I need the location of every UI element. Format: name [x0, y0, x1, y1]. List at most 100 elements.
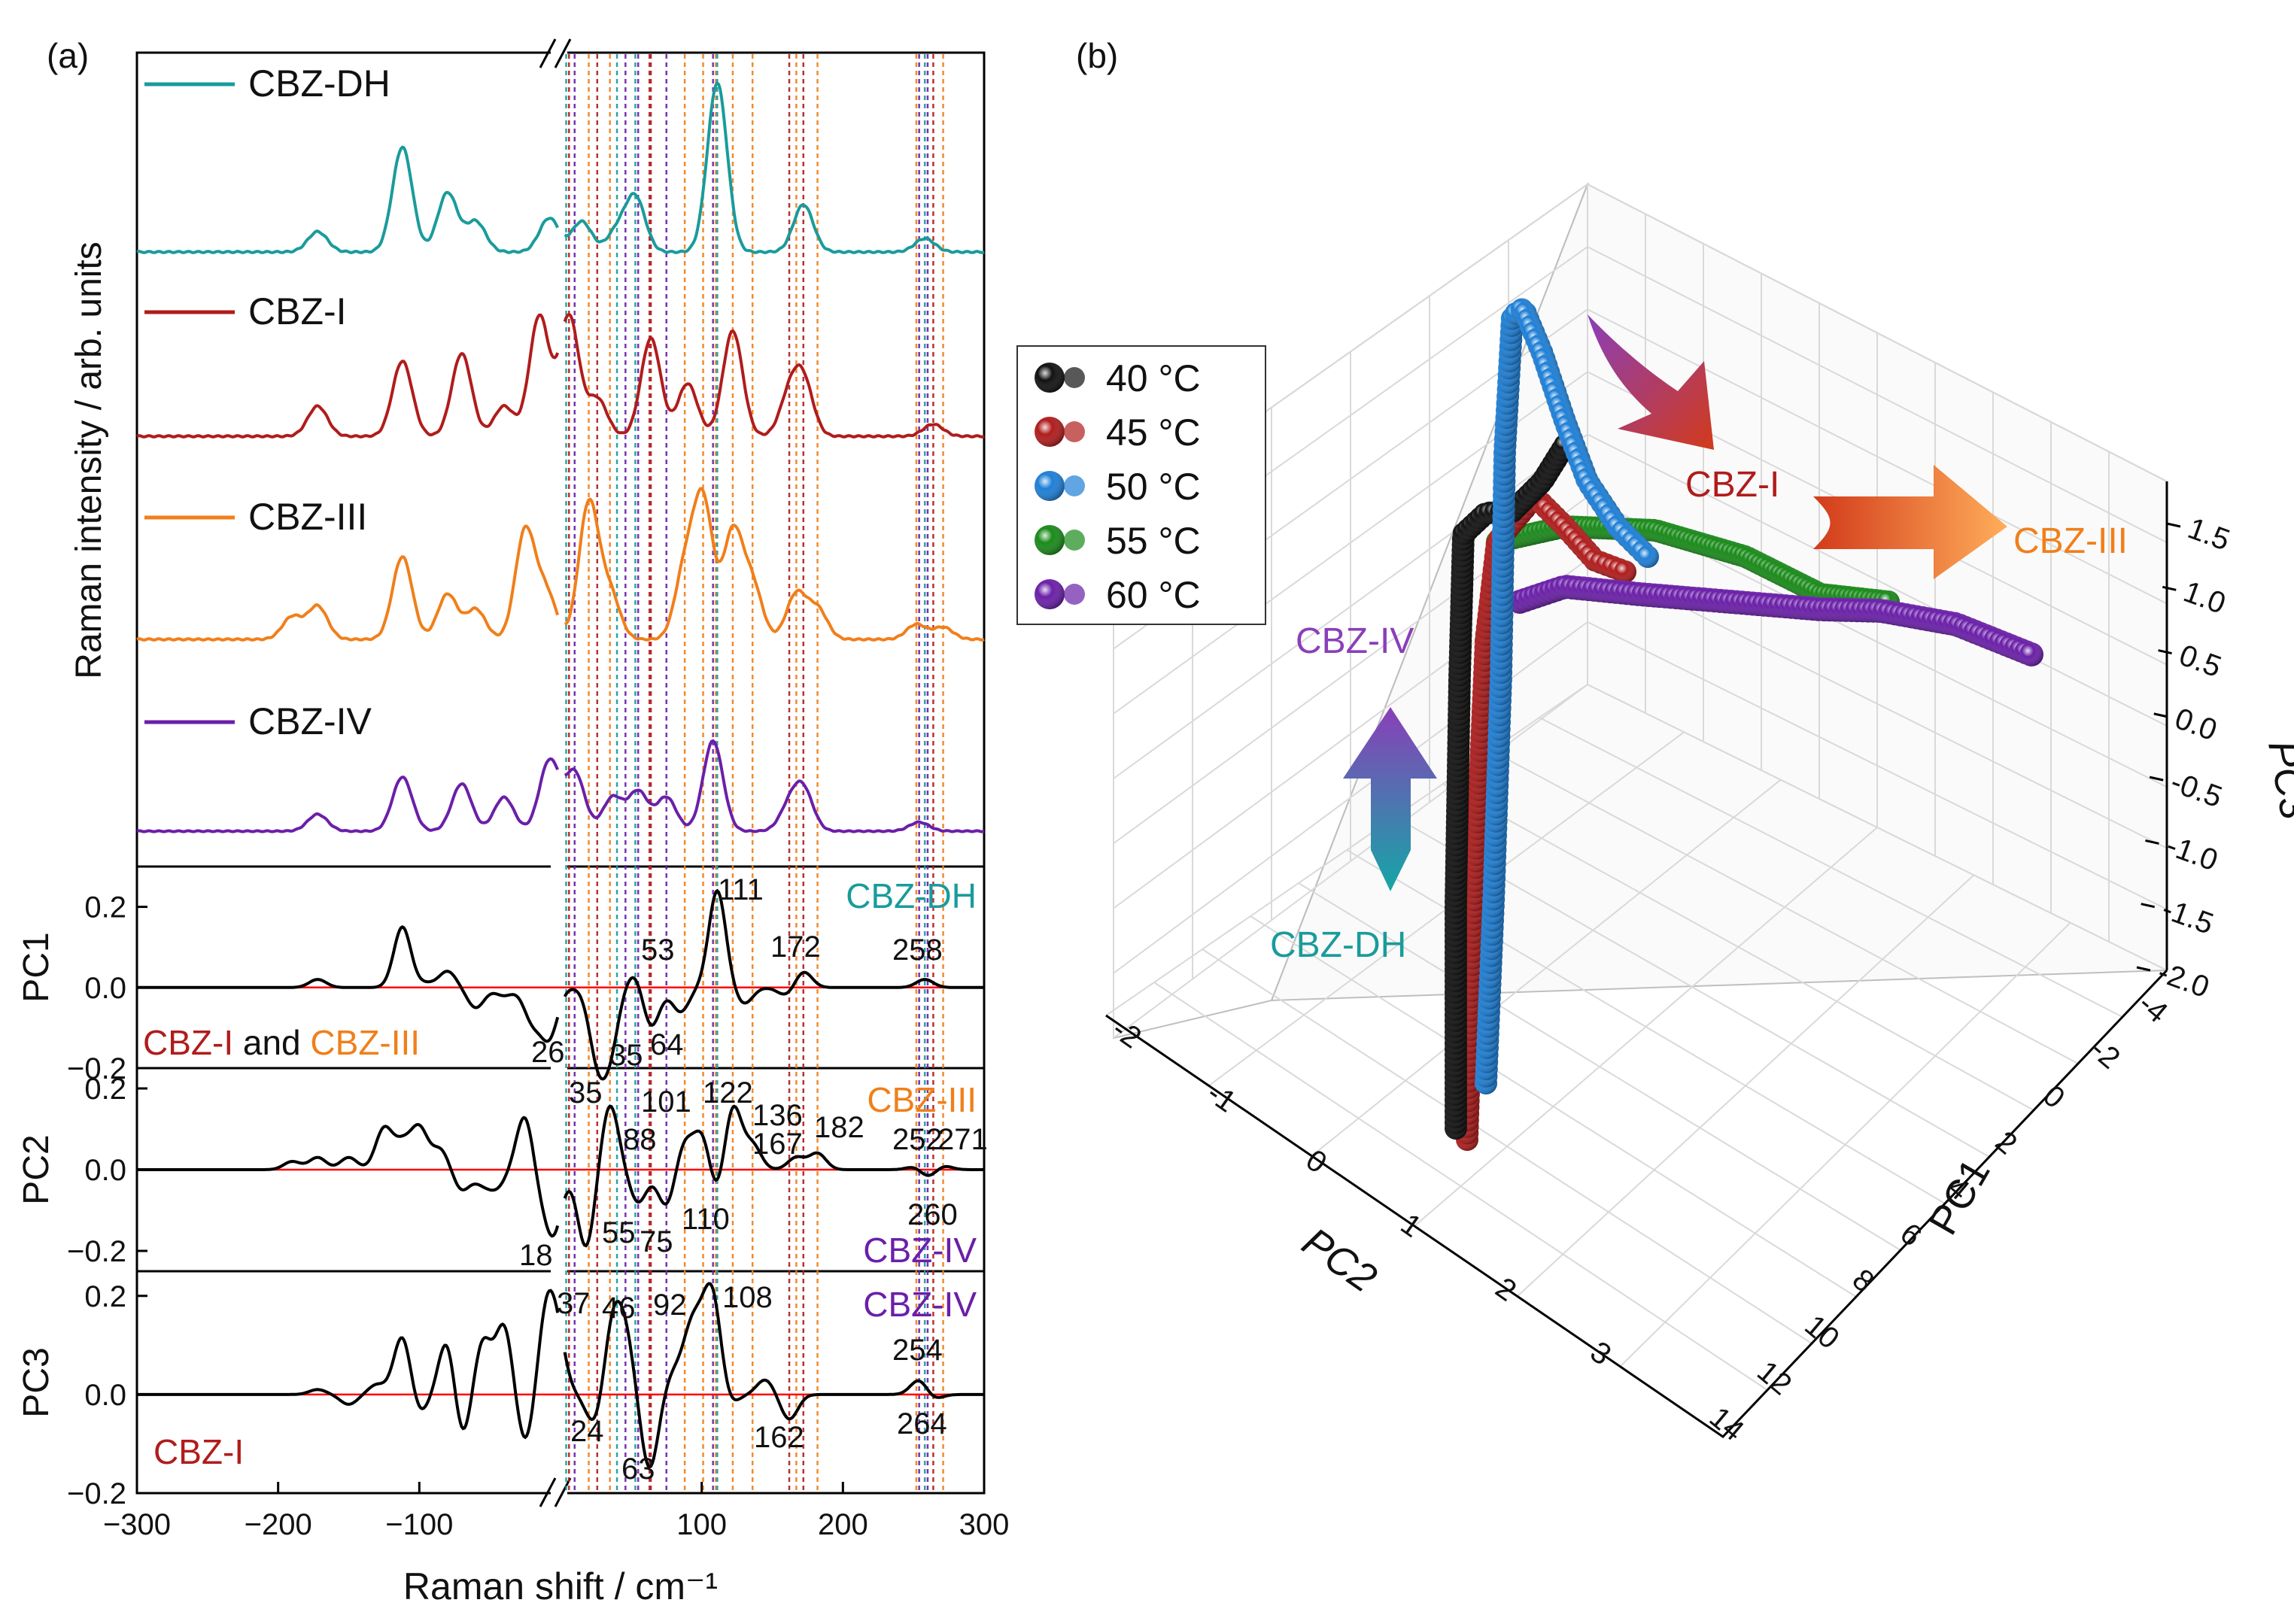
pc2-tick-label: 2 — [1490, 1271, 1522, 1308]
pc2-tick-label: -1 — [1201, 1076, 1241, 1119]
pc3-peak-label: 46 — [602, 1292, 636, 1325]
x-axis-ticks: −300 −200 −100 100 200 300 — [103, 1482, 1009, 1541]
x-tick-label: −200 — [245, 1508, 312, 1541]
pc2-axis-label: PC2 — [1294, 1219, 1384, 1301]
pc1-peak-label: 258 — [892, 933, 943, 967]
pc3-peak-label: 162 — [754, 1421, 804, 1454]
pc2-label-right-top: CBZ-III — [867, 1080, 977, 1119]
pc3-tick — [2145, 839, 2159, 845]
pc3-tick — [2149, 776, 2164, 782]
pc3-peak-label: 254 — [892, 1334, 943, 1367]
legend-marker-shade — [1035, 579, 1065, 609]
pc2-peak-label: 110 — [682, 1203, 730, 1236]
pc3-tick-label: -1.0 — [2162, 829, 2223, 878]
trajectory-point-shade — [1636, 545, 1659, 568]
legend-marker-shade — [1035, 363, 1065, 393]
floor-grid-line — [1414, 827, 1878, 1227]
legend-label: 40 °C — [1106, 357, 1201, 399]
pc-panels: 0.20.0−0.20.20.0−0.20.20.0−0.2 — [67, 888, 984, 1510]
y-tick-label: 0.2 — [84, 1073, 126, 1106]
y-tick-label: 0.0 — [84, 1379, 126, 1412]
legend-label: 55 °C — [1106, 520, 1201, 562]
x-tick-label: 300 — [959, 1508, 1010, 1541]
pc1-tick-label: 12 — [1751, 1355, 1797, 1401]
spectrum-line — [136, 739, 985, 833]
pc1-peak-label: 64 — [650, 1028, 684, 1061]
y-tick-label: −0.2 — [67, 1052, 126, 1085]
legend-marker-shade — [1035, 525, 1065, 555]
pc-loading-line — [137, 1104, 984, 1248]
pc1-tick-label: -4 — [2132, 987, 2174, 1030]
pc2-peak-label: 182 — [814, 1111, 864, 1144]
pc3-tick — [2153, 712, 2168, 718]
y-tick-label: 0.2 — [84, 1280, 126, 1313]
y-tick-label: 0.0 — [84, 972, 126, 1005]
legend-label: 50 °C — [1106, 466, 1201, 508]
legend-label: 45 °C — [1106, 411, 1201, 454]
spectra-legend: CBZ-DH CBZ-I CBZ-III CBZ-IV — [144, 62, 390, 742]
pc1-tick-label: 6 — [1894, 1217, 1928, 1253]
x-tick-label: 200 — [818, 1508, 868, 1541]
pc3-axis-label: PC3 — [2259, 737, 2294, 823]
pc2-label-right-bottom: CBZ-IV — [863, 1231, 977, 1270]
annotation-cbz-i: CBZ-I — [1685, 465, 1779, 505]
temperature-legend: 40 °C 45 °C 50 °C 55 °C 60 °C — [1016, 345, 1266, 625]
pc2-peak-label: 101 — [641, 1085, 691, 1119]
pc1-peak-label: 111 — [718, 873, 764, 906]
x-tick-label: −300 — [103, 1508, 171, 1541]
pc1-peak-label: 172 — [770, 930, 821, 964]
y-tick-label: −0.2 — [67, 1235, 126, 1268]
spectrum-line — [136, 487, 985, 642]
legend-cbz-dh: CBZ-DH — [248, 62, 390, 105]
pc3-tick — [2141, 903, 2156, 909]
pc2-peak-label: 252 — [892, 1123, 943, 1156]
pc3-tick-label: 0.5 — [2175, 639, 2226, 684]
pc2-peak-label: 122 — [703, 1076, 753, 1109]
pc2-peak-label: 271 — [937, 1123, 988, 1156]
pc2-peak-label: 55 — [602, 1216, 636, 1249]
legend-cbz-i: CBZ-I — [248, 290, 347, 332]
peak-labels: 111 53 172 258 26 35 64 35 101 122 88 13… — [519, 873, 988, 1486]
pc1-tick-label: 0 — [2037, 1079, 2071, 1115]
arrow-to-cbz-i — [1588, 314, 1714, 450]
spectrum-line — [136, 80, 985, 254]
pc1-tick-label: 2 — [1989, 1125, 2023, 1161]
pc2-tick-label: 3 — [1585, 1335, 1617, 1372]
pc2-peak-label: 260 — [907, 1198, 958, 1231]
pc3-peak-label: 37 — [557, 1287, 591, 1320]
pc3-peak-label: 108 — [722, 1281, 773, 1314]
pc3-tick-label: 1.5 — [2183, 511, 2234, 557]
pc1-peak-label: 53 — [641, 933, 675, 967]
x-tick-label: 100 — [676, 1508, 727, 1541]
pc1-tick-label: 14 — [1703, 1401, 1750, 1447]
3d-frame-black — [1105, 969, 2168, 1438]
spectra-group — [136, 80, 985, 833]
legend-marker — [1064, 584, 1085, 605]
panel-label-a: (a) — [47, 36, 89, 75]
arrow-cbz-iv-dh — [1343, 707, 1437, 891]
panel-label-b: (b) — [1076, 36, 1118, 75]
transition-arrows — [1343, 314, 2007, 891]
pc3-peak-label: 92 — [653, 1289, 687, 1322]
legend-marker — [1064, 475, 1085, 496]
pc2-peak-label: 136 — [752, 1099, 803, 1132]
y-tick-label: −0.2 — [67, 1477, 126, 1510]
pc3-tick — [2166, 522, 2181, 528]
pc-loading-line — [137, 888, 984, 1081]
x-tick-label: −100 — [385, 1508, 453, 1541]
floor-grid-line — [1516, 874, 1975, 1298]
trajectories — [1445, 298, 2043, 1151]
pc3-tick-label: 1.0 — [2179, 575, 2229, 621]
pc1-ylabel: PC1 — [17, 932, 56, 1002]
pc2-tick-label: 1 — [1395, 1207, 1427, 1244]
pc2-peak-label: 167 — [752, 1128, 803, 1161]
arrow-to-cbz-iii — [1813, 465, 2007, 579]
annotation-cbz-iv: CBZ-IV — [1296, 621, 1414, 661]
pc-loading-line — [137, 1282, 984, 1469]
y-tick-label: 0.0 — [84, 1154, 126, 1187]
pc1-label-left: CBZ-I and CBZ-III — [143, 1023, 420, 1062]
reference-lines — [565, 54, 944, 1492]
pc3-tick — [2162, 585, 2177, 591]
axis-break — [539, 38, 572, 1512]
